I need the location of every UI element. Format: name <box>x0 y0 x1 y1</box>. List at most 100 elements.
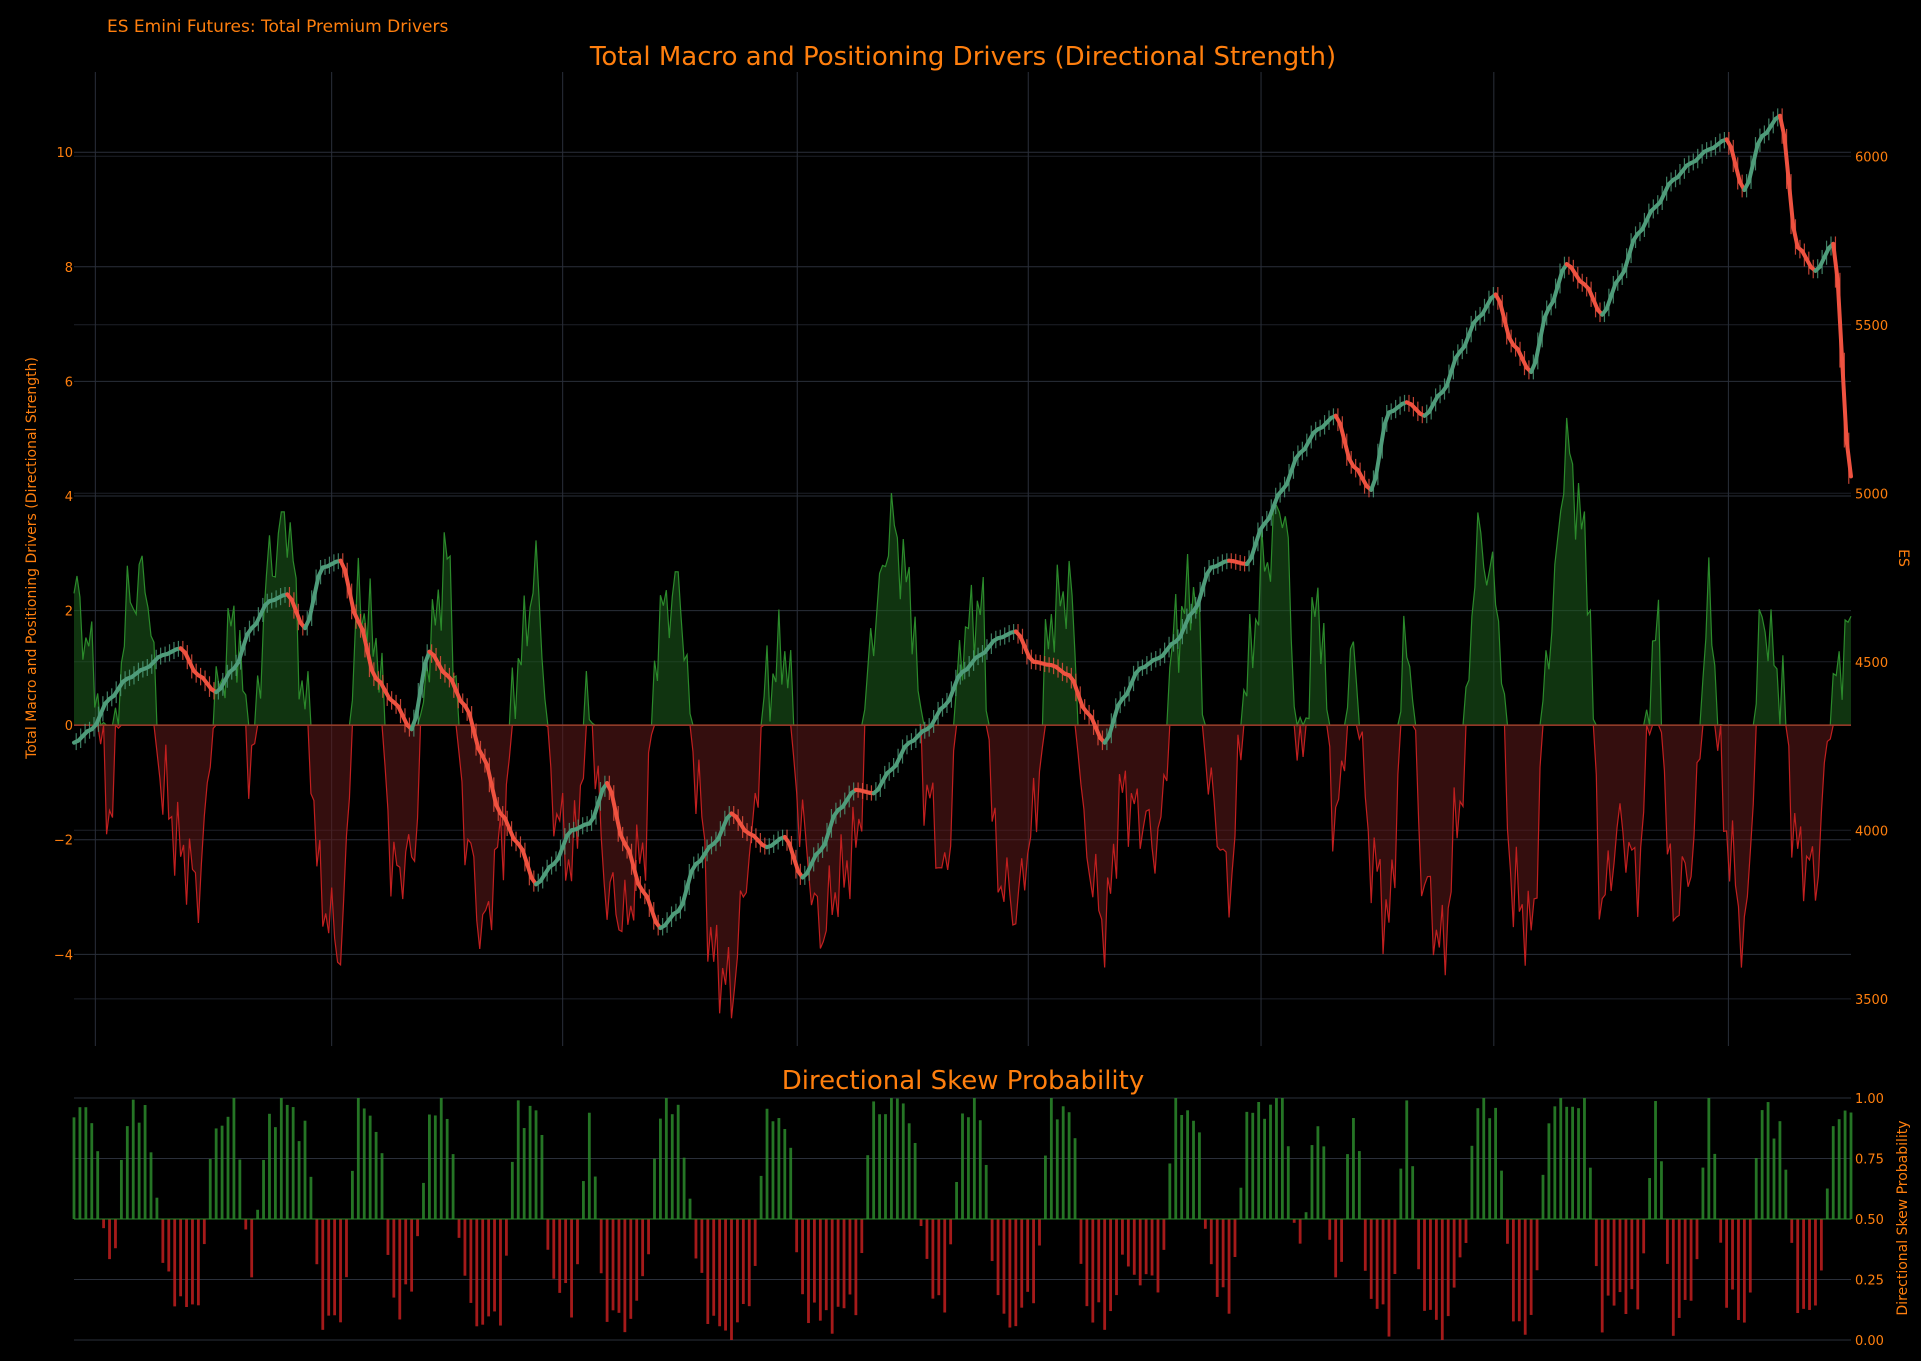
skew-bar-down <box>724 1219 727 1331</box>
skew-bar-up <box>1405 1100 1409 1219</box>
skew-bar-down <box>499 1219 502 1326</box>
skew-bar-up <box>1322 1146 1326 1219</box>
skew-bar-down <box>416 1219 419 1237</box>
chart-subtitle: ES Emini Futures: Total Premium Drivers <box>107 17 448 37</box>
skew-bar-down <box>730 1219 733 1340</box>
skew-bar-up <box>1192 1120 1195 1219</box>
skew-bar-up <box>1553 1106 1557 1219</box>
skew-bar-down <box>1233 1219 1237 1257</box>
skew-bar-down <box>848 1219 852 1295</box>
skew-bar-up <box>303 1120 307 1219</box>
top-y-tick-label: 8 <box>65 261 73 276</box>
skew-bar-up <box>137 1122 141 1219</box>
skew-bar-up <box>1559 1098 1563 1219</box>
top-y-tick-label: 0 <box>65 719 73 734</box>
top-y-tick-label: −4 <box>54 948 73 963</box>
skew-bar-down <box>635 1219 639 1301</box>
skew-bar-up <box>1061 1106 1065 1219</box>
skew-bar-up <box>1760 1110 1764 1219</box>
bottom-y-tick-label: 0.25 <box>1855 1274 1884 1289</box>
skew-bar-down <box>327 1219 331 1316</box>
skew-bar-up <box>1571 1106 1575 1219</box>
skew-bar-up <box>131 1099 135 1219</box>
skew-bar-down <box>1624 1219 1628 1315</box>
skew-bar-down <box>108 1219 111 1260</box>
skew-bar-up <box>1772 1138 1776 1219</box>
skew-bar-down <box>1209 1219 1213 1265</box>
skew-bar-up <box>884 1114 887 1219</box>
skew-bar-down <box>1452 1219 1456 1288</box>
skew-bar-down <box>617 1219 621 1313</box>
skew-bar-up <box>1654 1101 1657 1219</box>
skew-bar-up <box>789 1147 793 1219</box>
skew-bar-down <box>102 1219 106 1229</box>
skew-bar-up <box>961 1113 964 1219</box>
skew-bar-down <box>1038 1219 1041 1246</box>
skew-bar-down <box>191 1219 194 1305</box>
skew-bar-down <box>1328 1219 1332 1240</box>
skew-bar-up <box>682 1157 686 1219</box>
skew-bar-down <box>1796 1219 1800 1314</box>
skew-bar-up <box>1843 1110 1847 1219</box>
skew-bar-up <box>1411 1166 1415 1219</box>
skew-bar-up <box>593 1176 597 1219</box>
skew-bar-up <box>540 1134 544 1219</box>
skew-bar-up <box>972 1098 976 1219</box>
skew-bar-down <box>694 1219 698 1259</box>
skew-bar-down <box>1517 1219 1521 1322</box>
skew-bar-up <box>268 1113 271 1219</box>
skew-bar-down <box>1446 1219 1450 1317</box>
skew-bar-down <box>564 1219 568 1284</box>
skew-bar-up <box>143 1105 147 1219</box>
skew-bar-up <box>285 1104 289 1219</box>
top-y2-tick-label: 4000 <box>1855 824 1888 839</box>
skew-bar-down <box>1132 1219 1136 1275</box>
skew-bar-down <box>1020 1219 1024 1308</box>
skew-bar-up <box>1186 1110 1189 1219</box>
skew-bar-down <box>1814 1219 1817 1306</box>
skew-bar-up <box>528 1105 532 1219</box>
skew-bar-up <box>984 1164 988 1219</box>
skew-bar-up <box>1286 1146 1290 1219</box>
skew-bar-down <box>250 1219 254 1278</box>
skew-bar-down <box>1298 1219 1302 1244</box>
skew-bar-up <box>1168 1163 1172 1219</box>
skew-bar-down <box>1429 1219 1432 1310</box>
skew-bar-down <box>1375 1219 1379 1309</box>
skew-bar-up <box>1304 1212 1308 1219</box>
skew-bar-up <box>1754 1158 1758 1219</box>
skew-bar-up <box>368 1115 372 1219</box>
skew-bar-down <box>185 1219 188 1308</box>
skew-bar-up <box>516 1100 520 1219</box>
skew-bar-up <box>1565 1106 1569 1219</box>
es-price-series <box>72 108 1853 936</box>
skew-bar-up <box>1482 1098 1486 1219</box>
skew-bar-down <box>1529 1219 1533 1315</box>
bottom-y-axis-title: Directional Skew Probability <box>1895 1120 1911 1315</box>
skew-bar-up <box>783 1128 787 1219</box>
skew-bar-down <box>1085 1219 1089 1307</box>
skew-bar-up <box>1316 1126 1320 1219</box>
skew-bar-up <box>1269 1104 1272 1219</box>
skew-bar-up <box>907 1123 911 1219</box>
skew-bar-up <box>1476 1108 1480 1219</box>
skew-bar-down <box>919 1219 923 1227</box>
bottom-chart-title: Directional Skew Probability <box>782 1066 1144 1096</box>
skew-bar-up <box>380 1153 384 1219</box>
skew-bar-up <box>155 1197 159 1219</box>
skew-bar-up <box>1707 1098 1711 1219</box>
skew-bar-down <box>1440 1219 1444 1340</box>
skew-bar-up <box>1310 1145 1314 1219</box>
skew-bar-down <box>937 1219 941 1296</box>
skew-bar-up <box>220 1125 224 1219</box>
skew-bar-down <box>1665 1219 1669 1264</box>
skew-bar-up <box>1049 1098 1053 1219</box>
skew-bar-up <box>1831 1126 1835 1219</box>
skew-bar-down <box>196 1219 200 1306</box>
skew-bar-up <box>96 1151 100 1219</box>
skew-bar-down <box>1162 1219 1166 1250</box>
skew-bar-up <box>350 1170 354 1219</box>
top-y-tick-label: 6 <box>65 375 73 390</box>
skew-bar-down <box>333 1219 337 1316</box>
